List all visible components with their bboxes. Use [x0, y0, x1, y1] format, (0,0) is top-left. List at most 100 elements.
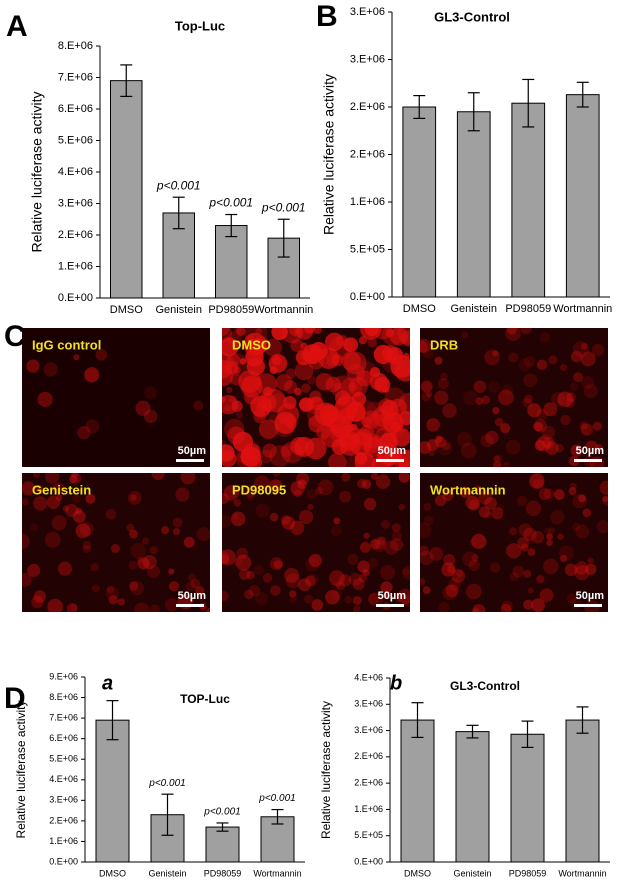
cell — [426, 439, 439, 451]
cell — [222, 365, 234, 387]
cell — [283, 396, 297, 410]
cell — [37, 391, 53, 407]
cells — [22, 473, 210, 612]
x-tick-label: DMSO — [404, 868, 431, 878]
cell — [26, 359, 40, 373]
cell — [365, 401, 384, 419]
cell — [222, 396, 226, 403]
bar — [510, 733, 545, 863]
scale-bar — [574, 459, 602, 462]
cell — [358, 573, 368, 583]
cell — [558, 545, 574, 561]
cell — [437, 439, 453, 456]
cell — [434, 390, 449, 405]
cell — [367, 557, 379, 569]
cell — [536, 409, 548, 421]
y-tick-label: 7.E+06 — [49, 712, 78, 722]
x-tick-label: Genistein — [453, 868, 491, 878]
cell — [254, 475, 270, 492]
micrograph-label: DRB — [430, 337, 458, 352]
annotation: p<0.001 — [203, 807, 240, 818]
cell — [518, 523, 533, 537]
error-bar — [467, 92, 480, 132]
y-tick-label: 1.E+06 — [354, 804, 383, 814]
cell — [462, 551, 478, 567]
cell — [285, 573, 301, 589]
cell — [306, 574, 319, 587]
y-tick-label: 2.E+06 — [350, 101, 385, 113]
cell — [557, 391, 574, 408]
cell — [72, 494, 82, 504]
cell — [44, 531, 61, 548]
cell — [253, 336, 270, 353]
cell — [328, 452, 347, 467]
cell — [448, 577, 462, 591]
cell — [581, 343, 588, 350]
cell — [338, 573, 352, 587]
cell — [509, 572, 519, 582]
cell — [304, 575, 316, 587]
cell — [262, 573, 273, 583]
cell — [45, 473, 60, 484]
bar — [95, 719, 130, 863]
scale-bar — [176, 459, 204, 462]
cell — [317, 479, 334, 496]
cell — [539, 433, 553, 448]
cell — [520, 543, 529, 552]
cell — [360, 328, 382, 340]
cell — [438, 601, 450, 612]
cell — [269, 557, 283, 571]
cell — [361, 416, 373, 428]
cell — [253, 564, 264, 576]
cell — [269, 366, 278, 375]
y-tick-label: 3.E+06 — [58, 197, 93, 209]
cell — [22, 572, 32, 587]
cell — [445, 584, 459, 598]
cell — [255, 328, 263, 335]
error-bar — [161, 793, 174, 836]
cell — [543, 402, 558, 417]
cell — [73, 354, 80, 361]
cell — [475, 397, 484, 406]
cell — [290, 338, 304, 352]
chart-title: GL3-Control — [434, 9, 510, 24]
cell — [471, 554, 479, 562]
cell — [531, 530, 545, 544]
cell — [529, 473, 545, 489]
cell — [437, 378, 449, 390]
cell — [333, 517, 341, 525]
cell — [222, 591, 229, 602]
micrograph-label: PD98095 — [232, 482, 286, 497]
cell — [344, 596, 353, 604]
cell — [575, 524, 590, 539]
cell — [301, 383, 311, 393]
cell — [507, 328, 517, 335]
cell — [542, 437, 555, 450]
y-tick-label: 3.E+06 — [350, 53, 385, 65]
cell — [361, 410, 381, 429]
error-bar — [225, 213, 238, 238]
cell — [238, 568, 251, 580]
cell — [472, 608, 480, 612]
cell — [461, 331, 469, 339]
cell — [463, 390, 478, 406]
cell — [573, 372, 583, 383]
cell — [62, 505, 70, 512]
cells — [420, 328, 605, 467]
cell — [363, 497, 377, 511]
cell — [423, 502, 432, 511]
y-tick-label: 4.E+06 — [354, 672, 383, 682]
cell — [569, 382, 579, 392]
cell — [273, 473, 281, 478]
cell — [134, 602, 150, 612]
error-bar — [521, 720, 534, 748]
cell — [426, 418, 440, 432]
x-tick-label: PD98059 — [204, 868, 242, 878]
cell — [283, 380, 298, 394]
cell — [352, 596, 362, 606]
cell — [294, 387, 302, 396]
error-bar — [576, 81, 589, 108]
cells — [222, 473, 410, 612]
cell — [164, 597, 179, 612]
cell — [236, 328, 246, 336]
